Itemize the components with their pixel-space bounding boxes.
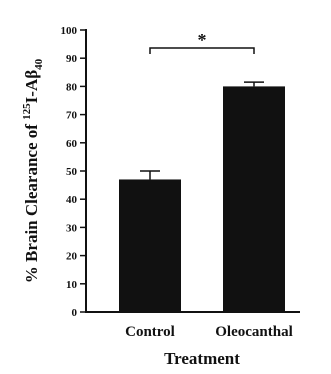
significance-star: * [198, 30, 207, 50]
x-tick-label-control: Control [125, 324, 175, 340]
y-tick-label: 80 [66, 81, 78, 93]
bar-oleocanthal [223, 86, 285, 313]
y-tick-label: 0 [72, 307, 78, 319]
bar-control [119, 179, 181, 312]
y-axis-title: % Brain Clearance of 125I-Aβ40 [21, 58, 45, 283]
y-tick-label: 100 [61, 25, 78, 37]
y-axis-title-main: I-Aβ [22, 70, 41, 104]
x-axis-title: Treatment [164, 349, 240, 368]
y-tick-label: 90 [66, 53, 78, 65]
y-axis-ticks: 0 10 20 30 40 50 60 70 80 90 100 [61, 25, 86, 319]
y-axis-title-prefix: % Brain Clearance of [22, 120, 41, 283]
y-tick-label: 20 [66, 251, 78, 263]
x-tick-labels: Control Oleocanthal [125, 324, 293, 340]
y-axis-title-subscript: 40 [33, 58, 45, 70]
y-axis-title-superscript: 125 [21, 103, 33, 120]
significance-bracket-line [149, 47, 255, 54]
y-tick-label: 50 [66, 166, 78, 178]
bars [119, 81, 285, 313]
y-tick-label: 10 [66, 279, 78, 291]
significance-bracket: * [149, 30, 255, 54]
y-tick-label: 40 [66, 194, 78, 206]
x-tick-label-oleocanthal: Oleocanthal [215, 324, 293, 340]
y-tick-label: 30 [66, 222, 78, 234]
y-tick-label: 60 [66, 138, 78, 150]
y-tick-label: 70 [66, 110, 78, 122]
